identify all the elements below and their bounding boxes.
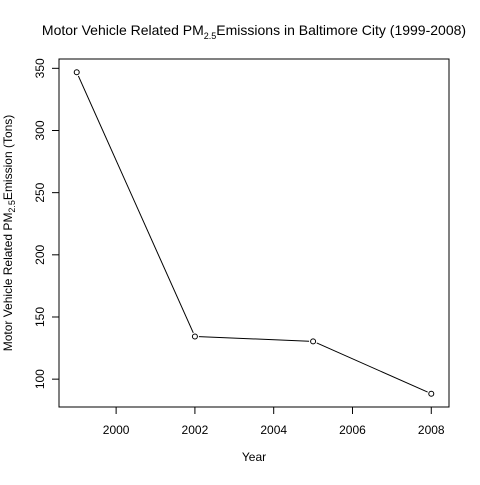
data-point [191, 333, 198, 340]
y-tick-label: 150 [33, 307, 47, 327]
series-line-segment [316, 342, 428, 393]
x-tick-label: 2004 [260, 423, 287, 437]
data-point [73, 69, 80, 76]
x-tick-label: 2000 [103, 423, 130, 437]
y-axis-title-prefix: Motor Vehicle Related PM [1, 213, 15, 352]
data-point [310, 338, 317, 345]
y-axis-title: Motor Vehicle Related PM2.5Emission (Ton… [1, 115, 17, 352]
x-axis: 2000 2002 2004 2006 2008 [103, 407, 445, 437]
data-series [73, 69, 435, 397]
y-axis-title-subscript: 2.5 [7, 200, 17, 213]
y-tick-label: 300 [33, 120, 47, 140]
chart-title-suffix: Emissions in Baltimore City (1999-2008) [216, 22, 466, 38]
x-axis-title: Year [242, 450, 266, 464]
y-axis: 100 150 200 250 300 350 [33, 58, 59, 389]
x-tick-label: 2002 [182, 423, 209, 437]
y-tick-label: 250 [33, 182, 47, 202]
y-tick-label: 350 [33, 58, 47, 78]
series-line-segment [77, 75, 194, 334]
x-tick-label: 2008 [418, 423, 445, 437]
y-axis-title-suffix: Emission (Tons) [1, 115, 15, 200]
chart-title-subscript: 2.5 [204, 31, 217, 41]
chart-title-prefix: Motor Vehicle Related PM [42, 22, 204, 38]
series-line-segment [198, 336, 310, 342]
y-tick-label: 200 [33, 244, 47, 264]
data-point [428, 390, 435, 397]
chart-title: Motor Vehicle Related PM2.5Emissions in … [42, 22, 466, 41]
y-tick-label: 100 [33, 369, 47, 389]
plot-frame [58, 58, 450, 408]
x-tick-label: 2006 [339, 423, 366, 437]
